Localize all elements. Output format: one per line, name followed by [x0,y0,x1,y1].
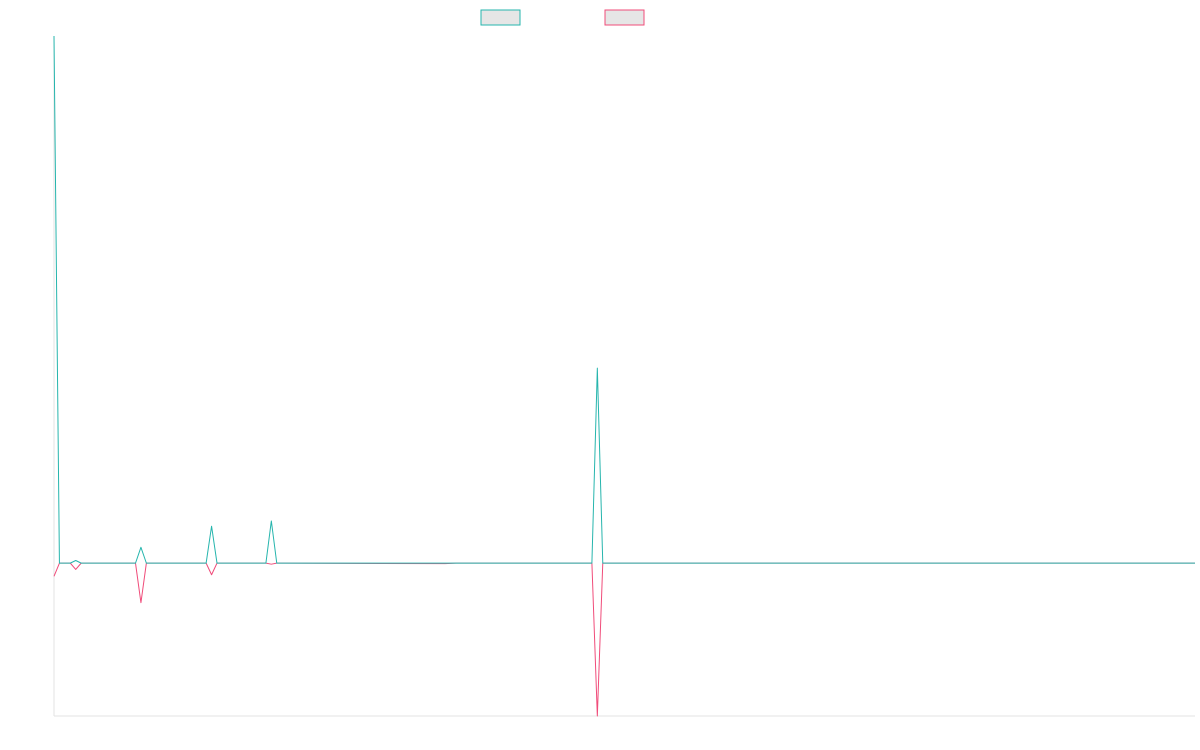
series-line-1 [53,35,1195,564]
axes [53,36,1195,717]
legend-swatch-2[interactable] [604,9,645,26]
plot-area [53,35,1195,717]
legend-swatch-1[interactable] [480,9,521,26]
series-line-2 [53,562,1195,717]
legend[interactable] [480,9,645,26]
